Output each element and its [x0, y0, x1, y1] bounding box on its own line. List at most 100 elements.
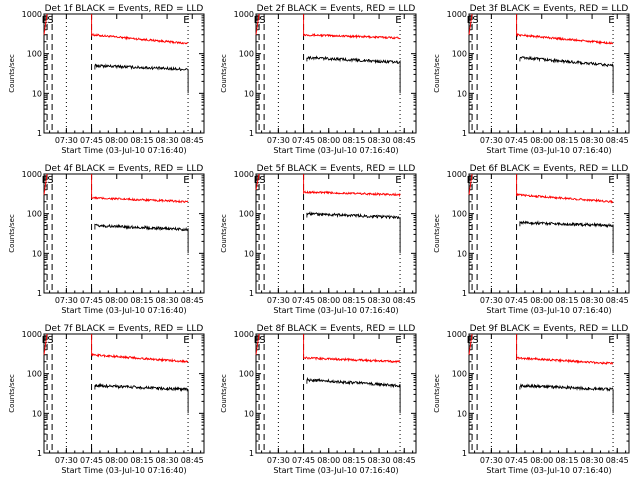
y-tick-label: 100: [452, 50, 467, 59]
y-tick-label: 1000: [234, 330, 254, 339]
y-tick-label: 10: [32, 249, 42, 258]
interval-marker: S: [259, 335, 265, 346]
y-tick-label: 1: [249, 289, 254, 298]
plot-frame: [468, 173, 630, 294]
x-tick-label: 08:15: [555, 296, 578, 305]
lld-series-line: [516, 14, 614, 45]
x-tick-label: 07:30: [55, 136, 78, 145]
x-tick-label: 07:45: [80, 136, 103, 145]
chart-svg: Det 1f BLACK = Events, RED = LLD 1 10 100 10…: [8, 4, 205, 155]
detector-panel: Det 2f BLACK = Events, RED = LLD 1 10 100 10…: [212, 0, 422, 160]
interval-marker: E: [254, 335, 260, 346]
interval-marker: S: [259, 175, 265, 186]
y-tick-label: 10: [244, 249, 254, 258]
x-tick-label: 07:30: [480, 296, 503, 305]
x-tick-label: 08:15: [130, 456, 153, 465]
x-tick-label: 08:00: [105, 296, 128, 305]
x-axis-label: Start Time (03-Jul-10 07:16:40): [61, 306, 186, 315]
lld-series-line: [255, 13, 260, 35]
events-series-line: [306, 376, 401, 414]
y-tick-label: 1000: [447, 170, 467, 179]
chart-title: Det 4f BLACK = Events, RED = LLD: [45, 164, 204, 174]
x-tick-label: 07:30: [55, 456, 78, 465]
chart-svg: Det 8f BLACK = Events, RED = LLD 1 10 100 10…: [220, 324, 417, 475]
y-tick-label: 1000: [447, 10, 467, 19]
chart-title: Det 6f BLACK = Events, RED = LLD: [470, 164, 629, 174]
lld-series-line: [43, 173, 48, 195]
y-tick-label: 1: [462, 129, 467, 138]
x-tick-label: 08:30: [156, 296, 179, 305]
y-tick-label: 1: [37, 129, 42, 138]
detector-panel: Det 9f BLACK = Events, RED = LLD 1 10 100 10…: [425, 320, 635, 480]
y-tick-label: 10: [457, 89, 467, 98]
lld-series-line: [91, 334, 189, 364]
y-tick-label: 1: [37, 289, 42, 298]
x-axis-label: Start Time (03-Jul-10 07:16:40): [486, 146, 611, 155]
y-tick-label: 1: [462, 289, 467, 298]
x-tick-label: 07:45: [505, 456, 528, 465]
y-axis-label: Counts/sec: [220, 374, 228, 413]
x-tick-label: 08:45: [606, 136, 629, 145]
x-tick-label: 08:00: [317, 136, 340, 145]
chart-title: Det 1f BLACK = Events, RED = LLD: [45, 4, 204, 14]
detector-panel: Det 5f BLACK = Events, RED = LLD 1 10 100 10…: [212, 160, 422, 320]
plot-frame: [43, 13, 205, 134]
x-tick-label: 08:00: [530, 136, 553, 145]
y-tick-label: 100: [27, 50, 42, 59]
y-tick-label: 10: [457, 249, 467, 258]
interval-marker: E: [467, 15, 473, 26]
y-tick-label: 1000: [22, 10, 42, 19]
detector-panel: Det 8f BLACK = Events, RED = LLD 1 10 100 10…: [212, 320, 422, 480]
x-tick-label: 08:30: [581, 136, 604, 145]
x-tick-label: 08:30: [368, 296, 391, 305]
events-series-line: [94, 223, 189, 254]
interval-marker: E: [183, 175, 189, 186]
interval-marker: E: [183, 15, 189, 26]
x-tick-label: 08:45: [393, 456, 416, 465]
x-tick-label: 08:30: [156, 136, 179, 145]
lld-series-line: [91, 14, 189, 45]
chart-title: Det 7f BLACK = Events, RED = LLD: [45, 324, 204, 334]
lld-series-line: [468, 13, 473, 35]
x-tick-label: 08:30: [581, 456, 604, 465]
x-tick-label: 08:45: [393, 136, 416, 145]
y-tick-label: 1: [462, 449, 467, 458]
plot-frame: [468, 13, 630, 134]
y-tick-label: 100: [27, 210, 42, 219]
interval-marker: E: [254, 175, 260, 186]
y-tick-label: 1: [249, 129, 254, 138]
lld-series-line: [468, 173, 473, 195]
y-tick-label: 1000: [22, 170, 42, 179]
x-tick-label: 08:45: [181, 136, 204, 145]
x-tick-label: 08:15: [130, 296, 153, 305]
x-tick-label: 07:45: [80, 296, 103, 305]
interval-marker: E: [42, 335, 48, 346]
detector-panel: Det 6f BLACK = Events, RED = LLD 1 10 100 10…: [425, 160, 635, 320]
chart-title: Det 5f BLACK = Events, RED = LLD: [257, 164, 416, 174]
x-tick-label: 08:45: [181, 296, 204, 305]
y-tick-label: 10: [457, 409, 467, 418]
x-tick-label: 08:00: [105, 136, 128, 145]
plot-frame: [255, 333, 417, 454]
y-tick-label: 10: [244, 409, 254, 418]
plot-frame: [468, 333, 630, 454]
lld-series-line: [303, 174, 401, 198]
x-tick-label: 07:45: [505, 296, 528, 305]
x-axis-label: Start Time (03-Jul-10 07:16:40): [61, 146, 186, 155]
lld-series-line: [43, 333, 48, 355]
interval-marker: E: [467, 335, 473, 346]
chart-svg: Det 4f BLACK = Events, RED = LLD 1 10 100 10…: [8, 164, 205, 315]
chart-title: Det 9f BLACK = Events, RED = LLD: [470, 324, 629, 334]
x-tick-label: 08:30: [581, 296, 604, 305]
chart-title: Det 2f BLACK = Events, RED = LLD: [257, 4, 416, 14]
x-tick-label: 08:30: [368, 456, 391, 465]
interval-marker: E: [608, 335, 614, 346]
x-tick-label: 07:45: [292, 456, 315, 465]
y-axis-label: Counts/sec: [433, 374, 441, 413]
plot-frame: [43, 333, 205, 454]
lld-series-line: [255, 333, 260, 355]
x-tick-label: 07:30: [267, 456, 290, 465]
chart-svg: Det 7f BLACK = Events, RED = LLD 1 10 100 10…: [8, 324, 205, 475]
events-series-line: [519, 55, 614, 94]
x-tick-label: 08:45: [181, 456, 204, 465]
